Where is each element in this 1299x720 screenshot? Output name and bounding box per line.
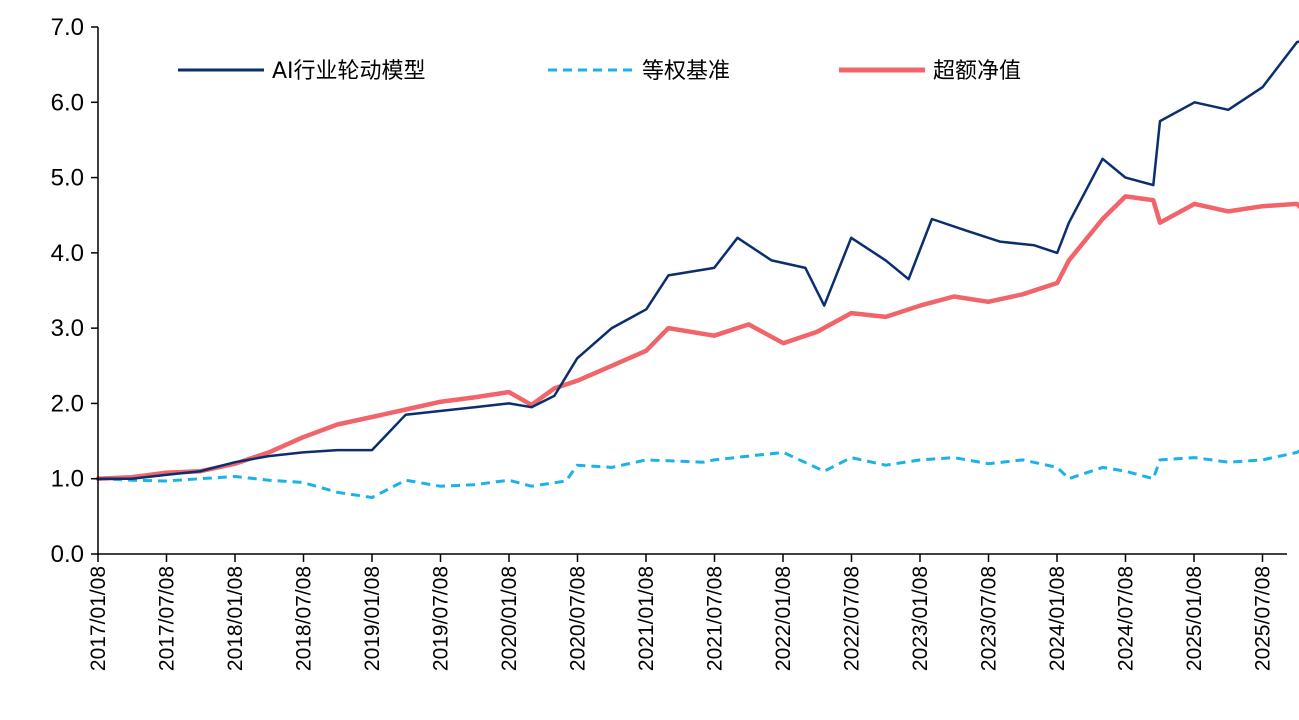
y-tick-label: 5.0 <box>51 165 84 192</box>
legend-label-excess: 超额净值 <box>933 59 1021 84</box>
plot-lines <box>95 40 1299 499</box>
x-tick-label: 2021/07/08 <box>704 566 727 671</box>
y-tick-label: 6.0 <box>51 89 84 116</box>
x-tick-label: 2017/01/08 <box>87 566 110 671</box>
y-tick-label: 2.0 <box>51 390 84 417</box>
series-line-2 <box>95 194 1299 481</box>
series-line-0 <box>96 40 1299 480</box>
x-tick-label: 2017/07/08 <box>156 566 179 671</box>
x-tick-label: 2025/07/08 <box>1252 566 1275 671</box>
x-tick-label: 2024/01/08 <box>1046 566 1069 671</box>
y-axis: 0.0 1.0 2.0 3.0 4.0 5.0 6.0 7.0 <box>51 14 99 568</box>
x-tick-label: 2023/07/08 <box>978 566 1001 671</box>
y-tick-label: 7.0 <box>51 14 84 41</box>
legend-item-benchmark: 等权基准 <box>548 59 730 84</box>
x-tick-label: 2018/01/08 <box>224 566 247 671</box>
legend-label-benchmark: 等权基准 <box>642 59 730 84</box>
x-tick-label: 2025/01/08 <box>1183 566 1206 671</box>
y-tick-label: 1.0 <box>51 466 84 493</box>
x-tick-label: 2023/01/08 <box>909 566 932 671</box>
x-tick-label: 2022/01/08 <box>772 566 795 671</box>
x-tick-label: 2019/07/08 <box>430 566 453 671</box>
x-tick-label: 2018/07/08 <box>293 566 316 671</box>
legend: AI行业轮动模型 等权基准 超额净值 <box>178 59 1021 84</box>
series-line-1 <box>97 449 1299 499</box>
x-tick-label: 2024/07/08 <box>1115 566 1138 671</box>
legend-item-excess: 超额净值 <box>839 59 1021 84</box>
x-tick-label: 2019/01/08 <box>361 566 384 671</box>
legend-item-model: AI行业轮动模型 <box>178 59 426 84</box>
x-tick-label: 2022/07/08 <box>841 566 864 671</box>
y-tick-label: 0.0 <box>51 541 84 568</box>
x-tick-label: 2020/01/08 <box>498 566 521 671</box>
x-tick-label: 2020/07/08 <box>567 566 590 671</box>
legend-label-model: AI行业轮动模型 <box>272 59 426 84</box>
x-tick-label: 2021/01/08 <box>635 566 658 671</box>
y-tick-label: 3.0 <box>51 315 84 342</box>
y-tick-label: 4.0 <box>51 240 84 267</box>
x-axis: 2017/01/08 2017/07/08 2018/01/08 2018/07/08… <box>87 553 1287 671</box>
